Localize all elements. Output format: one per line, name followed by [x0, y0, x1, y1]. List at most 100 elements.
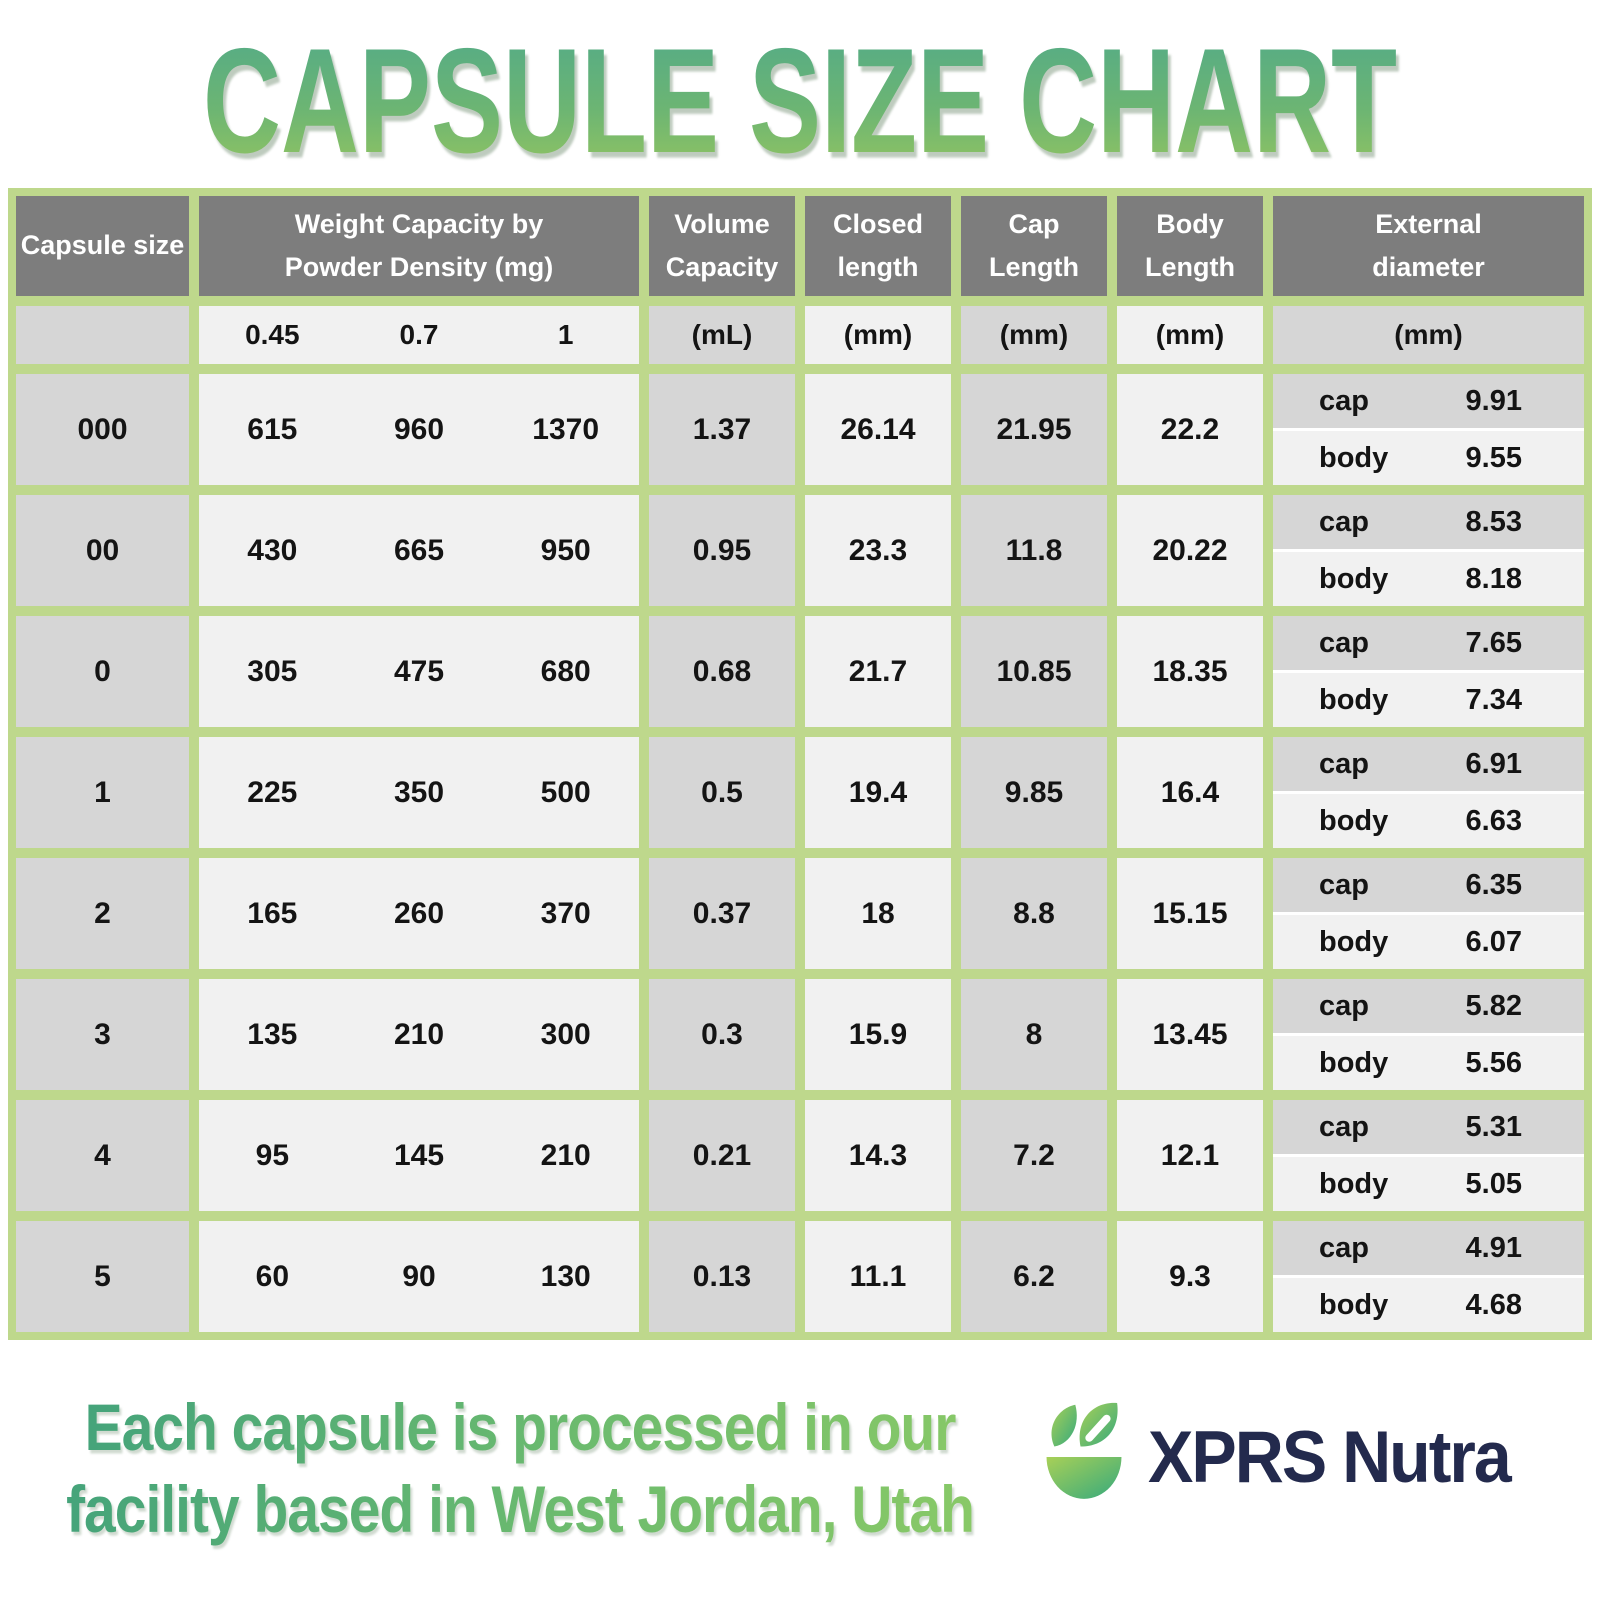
external-diameter-cell: cap 7.65 body 7.34: [1273, 616, 1584, 727]
external-cap-label: cap: [1319, 989, 1369, 1022]
external-cap-label: cap: [1319, 868, 1369, 901]
unit-closed: (mm): [805, 306, 951, 364]
weight-capacity-cell: 95 145 210: [199, 1100, 639, 1211]
external-cap-label: cap: [1319, 747, 1369, 780]
brand-name: XPRS Nutra: [1148, 1415, 1512, 1499]
unit-density-07: 0.7: [399, 319, 439, 350]
volume-capacity-cell: 0.37: [649, 858, 795, 969]
body-length-cell: 18.35: [1117, 616, 1263, 727]
external-body-value: 9.55: [1465, 441, 1522, 474]
body-length-cell: 20.22: [1117, 495, 1263, 606]
mortar-pestle-leaf-icon: [1046, 1402, 1122, 1499]
weight-value: 145: [393, 1138, 445, 1172]
external-diameter-cell: cap 8.53 body 8.18: [1273, 495, 1584, 606]
weight-capacity-cell: 135 210 300: [199, 979, 639, 1090]
external-cap-label: cap: [1319, 1110, 1369, 1143]
capsule-size-cell: 4: [16, 1100, 189, 1211]
cap-length-cell: 10.85: [961, 616, 1107, 727]
external-body-value: 5.56: [1465, 1046, 1522, 1079]
capsule-size-cell: 3: [16, 979, 189, 1090]
external-body-label: body: [1319, 1167, 1389, 1200]
external-cap-value: 5.31: [1465, 1110, 1522, 1143]
external-cap-label: cap: [1319, 626, 1369, 659]
unit-cap: (mm): [961, 306, 1107, 364]
footer-note: Each capsule is processed in our facilit…: [15, 1388, 1025, 1552]
capsule-size-cell: 1: [16, 737, 189, 848]
weight-value: 95: [255, 1138, 290, 1172]
closed-length-cell: 19.4: [805, 737, 951, 848]
weight-value: 305: [247, 654, 298, 688]
weight-capacity-cell: 430 665 950: [199, 495, 639, 606]
external-body-label: body: [1319, 1046, 1389, 1079]
cap-length-cell: 7.2: [961, 1100, 1107, 1211]
weight-value: 475: [393, 654, 445, 688]
external-cap-value: 7.65: [1465, 626, 1522, 659]
weight-value: 260: [393, 896, 445, 930]
closed-length-cell: 26.14: [805, 374, 951, 485]
weight-value: 665: [393, 533, 445, 567]
weight-capacity-cell: 165 260 370: [199, 858, 639, 969]
external-diameter-cell: cap 4.91 body 4.68: [1273, 1221, 1584, 1332]
weight-value: 130: [540, 1259, 591, 1293]
external-cap-band: cap 9.91: [1273, 374, 1584, 428]
external-body-band: body 7.34: [1273, 673, 1584, 727]
external-body-value: 6.07: [1465, 925, 1522, 958]
header-weight-capacity: Weight Capacity by Powder Density (mg): [199, 196, 639, 296]
external-body-band: body 5.56: [1273, 1036, 1584, 1090]
external-cap-value: 5.82: [1465, 989, 1522, 1022]
volume-capacity-cell: 0.68: [649, 616, 795, 727]
external-body-value: 8.18: [1465, 562, 1522, 595]
header-body-length: Body Length: [1117, 196, 1263, 296]
closed-length-cell: 21.7: [805, 616, 951, 727]
external-cap-band: cap 6.35: [1273, 858, 1584, 912]
volume-capacity-cell: 0.3: [649, 979, 795, 1090]
external-cap-label: cap: [1319, 384, 1369, 417]
external-body-band: body 6.63: [1273, 794, 1584, 848]
external-body-value: 4.68: [1465, 1288, 1522, 1321]
volume-capacity-cell: 0.21: [649, 1100, 795, 1211]
weight-capacity-cell: 305 475 680: [199, 616, 639, 727]
external-body-label: body: [1319, 441, 1389, 474]
closed-length-cell: 11.1: [805, 1221, 951, 1332]
volume-capacity-cell: 1.37: [649, 374, 795, 485]
cap-length-cell: 8: [961, 979, 1107, 1090]
external-body-label: body: [1319, 925, 1389, 958]
body-length-cell: 15.15: [1117, 858, 1263, 969]
external-cap-label: cap: [1319, 505, 1369, 538]
volume-capacity-cell: 0.95: [649, 495, 795, 606]
closed-length-cell: 15.9: [805, 979, 951, 1090]
weight-capacity-cell: 225 350 500: [199, 737, 639, 848]
closed-length-cell: 23.3: [805, 495, 951, 606]
unit-body: (mm): [1117, 306, 1263, 364]
weight-value: 135: [247, 1017, 298, 1051]
weight-value: 210: [540, 1138, 591, 1172]
header-external-diameter: External diameter: [1273, 196, 1584, 296]
unit-density-1: 1: [557, 319, 574, 350]
capsule-size-table: Capsule size Weight Capacity by Powder D…: [8, 188, 1592, 1340]
weight-value: 680: [540, 654, 591, 688]
header-volume-capacity: Volume Capacity: [649, 196, 795, 296]
header-closed-length: Closed length: [805, 196, 951, 296]
external-cap-band: cap 7.65: [1273, 616, 1584, 670]
closed-length-cell: 14.3: [805, 1100, 951, 1211]
external-cap-band: cap 5.82: [1273, 979, 1584, 1033]
external-body-value: 6.63: [1465, 804, 1522, 837]
external-diameter-cell: cap 5.31 body 5.05: [1273, 1100, 1584, 1211]
weight-value: 950: [540, 533, 591, 567]
external-body-value: 5.05: [1465, 1167, 1522, 1200]
body-length-cell: 22.2: [1117, 374, 1263, 485]
weight-value: 60: [255, 1259, 290, 1293]
cap-length-cell: 11.8: [961, 495, 1107, 606]
external-cap-value: 6.91: [1465, 747, 1522, 780]
weight-value: 225: [247, 775, 298, 809]
weight-value: 1370: [532, 412, 600, 446]
external-cap-band: cap 5.31: [1273, 1100, 1584, 1154]
external-diameter-cell: cap 9.91 body 9.55: [1273, 374, 1584, 485]
body-length-cell: 16.4: [1117, 737, 1263, 848]
external-cap-value: 9.91: [1465, 384, 1522, 417]
external-body-band: body 6.07: [1273, 915, 1584, 969]
unit-external: (mm): [1273, 306, 1584, 364]
weight-capacity-cell: 60 90 130: [199, 1221, 639, 1332]
external-cap-band: cap 8.53: [1273, 495, 1584, 549]
closed-length-cell: 18: [805, 858, 951, 969]
